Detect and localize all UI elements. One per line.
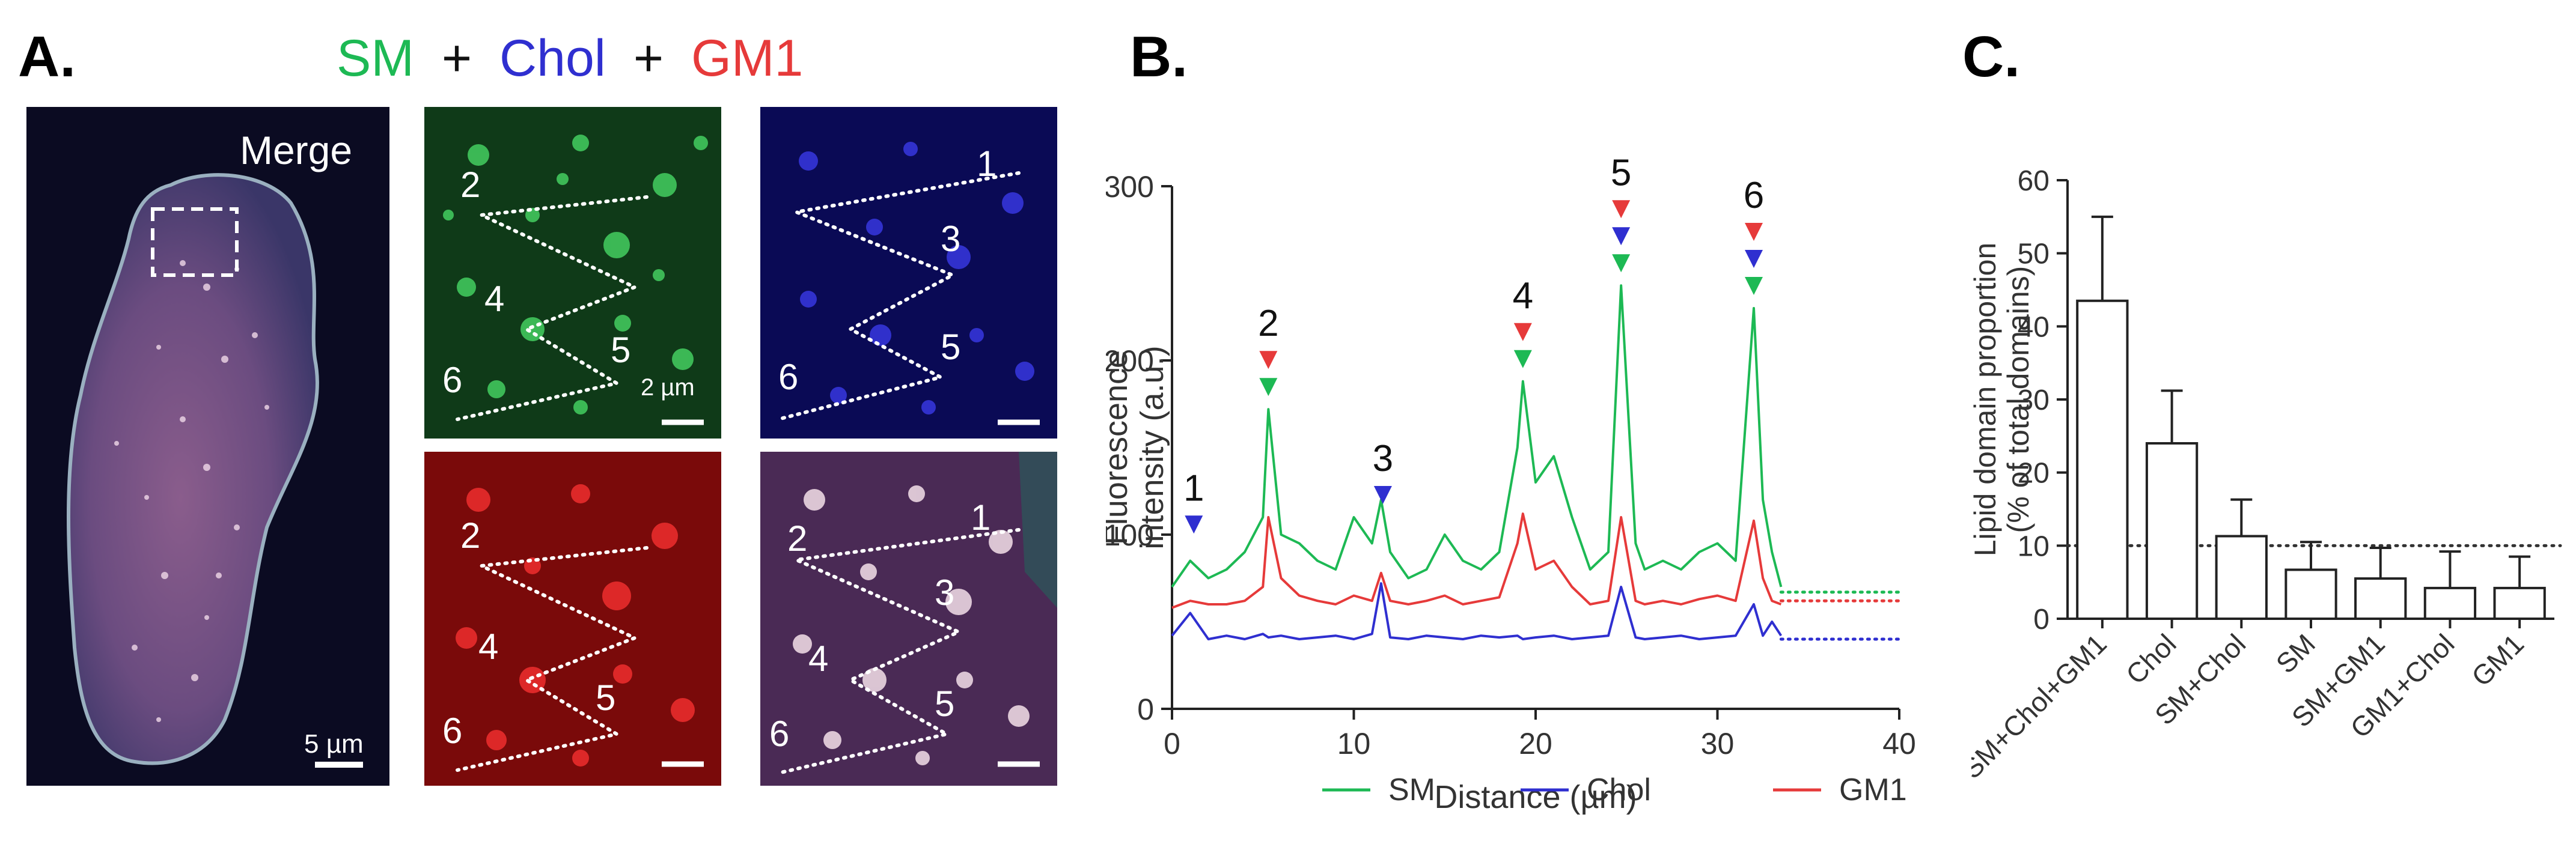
zoom-point-3: 3 — [935, 572, 954, 613]
zoom-point-5: 5 — [935, 684, 954, 724]
zoom-point-1: 1 — [971, 497, 990, 538]
peak-marker-chol — [1612, 227, 1631, 246]
bar-sm-gm1 — [2354, 577, 2407, 620]
red-point-4: 4 — [478, 627, 498, 667]
blue-point-6: 6 — [778, 357, 798, 397]
sm-channel-micrograph: 2 4 5 6 2 µm — [424, 107, 721, 439]
peak-marker-sm — [1513, 350, 1532, 368]
category-label-gm1: GM1 — [2465, 628, 2530, 692]
bar-gm1-chol — [2423, 586, 2477, 621]
y-axis-label-line-2: (% of total domains) — [2001, 266, 2035, 533]
title-chol: Chol — [499, 29, 606, 87]
x-axis-label: Distance (µm) — [1434, 779, 1637, 815]
peak-marker-gm1 — [1745, 223, 1763, 241]
y-tick-label: 10 — [2018, 530, 2050, 562]
bar-sm — [2285, 568, 2337, 621]
x-tick-label: 10 — [1337, 727, 1371, 760]
y-axis-label-line-1: Lipid domain proportion — [1971, 243, 2002, 557]
y-axis-label-part: intensity (a.u.) — [1134, 345, 1170, 549]
legend-label-sm: SM — [1388, 773, 1435, 807]
legend-label-gm1: GM1 — [1839, 773, 1907, 807]
blue-point-5: 5 — [941, 327, 960, 367]
bar-chol — [2145, 442, 2199, 620]
green-point-5: 5 — [611, 330, 630, 370]
y-tick-label: 40 — [2018, 311, 2050, 343]
y-tick-label: 200 — [1106, 344, 1154, 378]
panel-label-c: C. — [1962, 25, 2020, 89]
peak-marker-sm — [1745, 277, 1763, 295]
scale-label-zoom: 2 µm — [641, 374, 695, 401]
peak-label: 2 — [1258, 303, 1278, 344]
zoom-point-2: 2 — [787, 518, 807, 559]
red-point-5: 5 — [596, 678, 615, 718]
chol-channel-micrograph: 1 3 5 6 — [760, 107, 1057, 439]
blue-point-1: 1 — [977, 144, 997, 184]
y-tick-label: 50 — [2018, 238, 2050, 270]
zoom-point-6: 6 — [769, 714, 789, 754]
title-plus-1: + — [441, 29, 472, 87]
y-tick-label: 20 — [2018, 458, 2050, 490]
panel-label-b: B. — [1130, 25, 1188, 89]
bar-sm-chol-gm1 — [2076, 299, 2129, 620]
peak-label: 5 — [1611, 152, 1631, 193]
y-tick-label: 300 — [1106, 170, 1154, 204]
peak-marker-chol — [1745, 250, 1763, 268]
red-point-2: 2 — [460, 515, 480, 556]
green-point-4: 4 — [484, 279, 504, 319]
peak-marker-gm1 — [1612, 200, 1631, 219]
gm1-channel-micrograph: 2 4 5 6 — [424, 452, 721, 786]
y-axis-label: Fluorescenceintensity (a.u.) — [1106, 345, 1170, 549]
x-tick-label: 30 — [1701, 727, 1735, 760]
peak-marker-chol — [1373, 486, 1392, 504]
scale-label-merge: 5 µm — [304, 729, 364, 759]
peak-marker-sm — [1612, 254, 1631, 273]
bar-gm1 — [2493, 586, 2546, 621]
peak-marker-gm1 — [1259, 351, 1278, 369]
green-point-6: 6 — [442, 360, 462, 400]
peak-label: 4 — [1513, 275, 1533, 317]
x-tick-label: 0 — [1164, 727, 1180, 760]
panel-label-a: A. — [18, 25, 76, 89]
y-axis-label-part: Fluorescence — [1106, 350, 1134, 545]
channel-title: SM + Chol + GM1 — [337, 29, 803, 88]
chart-legend: SM Chol GM1 — [1322, 773, 1907, 807]
x-tick-label: 40 — [1882, 727, 1916, 760]
peak-marker-sm — [1259, 378, 1278, 396]
blue-point-3: 3 — [941, 219, 960, 259]
y-tick-label: 30 — [2018, 384, 2050, 416]
title-plus-2: + — [633, 29, 664, 87]
zoom-merge-micrograph: 1 2 3 4 5 6 — [760, 452, 1057, 786]
title-sm: SM — [337, 29, 414, 87]
series-line-chol — [1171, 582, 1783, 640]
y-tick-label: 0 — [1137, 693, 1154, 726]
line-chart: 0 100 200 300 0 10 20 30 40 1 2 3 4 5 6 Distance (µm)… — [1106, 152, 1916, 815]
category-label-sm-chol-gm1: SM+Chol+GM1 — [1971, 628, 2113, 785]
y-tick-label: 100 — [1106, 518, 1154, 552]
title-gm1: GM1 — [691, 29, 804, 87]
peak-label: 6 — [1744, 175, 1764, 216]
merge-micrograph: Merge 5 µm — [26, 107, 389, 786]
bar-sm-chol — [2215, 535, 2268, 620]
x-tick-label: 20 — [1519, 727, 1552, 760]
peak-label: 3 — [1373, 438, 1393, 479]
red-point-6: 6 — [442, 711, 462, 751]
category-label-sm: SM — [2270, 628, 2322, 679]
y-tick-label: 60 — [2018, 165, 2050, 197]
legend-label-chol: Chol — [1587, 773, 1651, 807]
green-point-2: 2 — [460, 165, 480, 205]
peak-marker-chol — [1185, 515, 1203, 534]
merge-label: Merge — [240, 128, 352, 172]
peak-label: 1 — [1183, 467, 1204, 509]
category-label-chol: Chol — [2120, 628, 2182, 690]
y-tick-label: 0 — [2033, 604, 2050, 636]
zoom-region-box — [151, 207, 239, 277]
peak-marker-gm1 — [1513, 323, 1532, 341]
series-line-gm1 — [1171, 512, 1782, 609]
series-line-sm — [1171, 284, 1783, 588]
zoom-point-4: 4 — [808, 639, 828, 679]
